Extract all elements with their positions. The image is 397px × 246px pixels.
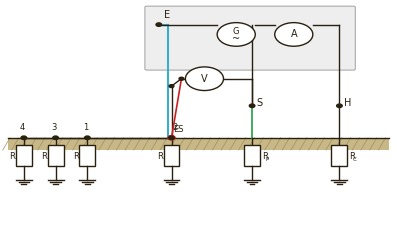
Circle shape bbox=[53, 136, 58, 139]
Bar bbox=[331, 145, 347, 166]
Bar bbox=[16, 145, 32, 166]
Circle shape bbox=[185, 67, 224, 91]
Circle shape bbox=[85, 136, 90, 139]
Text: E1: E1 bbox=[81, 157, 87, 162]
Text: C: C bbox=[353, 157, 356, 162]
Circle shape bbox=[249, 104, 255, 108]
FancyBboxPatch shape bbox=[145, 6, 355, 70]
Text: 3: 3 bbox=[51, 123, 56, 132]
Text: E2: E2 bbox=[165, 157, 172, 162]
Text: 1: 1 bbox=[83, 123, 88, 132]
Text: E3: E3 bbox=[49, 157, 56, 162]
Circle shape bbox=[179, 77, 184, 80]
Text: E4: E4 bbox=[17, 157, 24, 162]
Text: V: V bbox=[201, 74, 208, 84]
Circle shape bbox=[21, 136, 27, 139]
Circle shape bbox=[156, 23, 162, 26]
Bar bbox=[164, 145, 179, 166]
Text: ES: ES bbox=[173, 125, 184, 134]
Bar bbox=[8, 138, 389, 150]
Text: P: P bbox=[265, 157, 268, 162]
Bar bbox=[244, 145, 260, 166]
Text: 4: 4 bbox=[19, 123, 25, 132]
Text: A: A bbox=[291, 30, 297, 39]
Circle shape bbox=[169, 85, 174, 88]
Circle shape bbox=[217, 23, 255, 46]
Text: R: R bbox=[262, 152, 268, 161]
Text: R: R bbox=[41, 152, 47, 161]
Circle shape bbox=[169, 136, 174, 139]
Text: ~: ~ bbox=[232, 34, 240, 44]
Circle shape bbox=[337, 104, 342, 108]
Text: E: E bbox=[164, 10, 170, 20]
Bar bbox=[48, 145, 64, 166]
Text: 2: 2 bbox=[173, 123, 178, 132]
Circle shape bbox=[275, 23, 313, 46]
Text: H: H bbox=[344, 98, 352, 108]
Text: R: R bbox=[9, 152, 15, 161]
Bar bbox=[79, 145, 95, 166]
Text: S: S bbox=[257, 98, 263, 108]
Text: R: R bbox=[349, 152, 355, 161]
Text: R: R bbox=[73, 152, 79, 161]
Text: R: R bbox=[157, 152, 163, 161]
Text: G: G bbox=[233, 28, 239, 36]
Circle shape bbox=[168, 136, 175, 140]
